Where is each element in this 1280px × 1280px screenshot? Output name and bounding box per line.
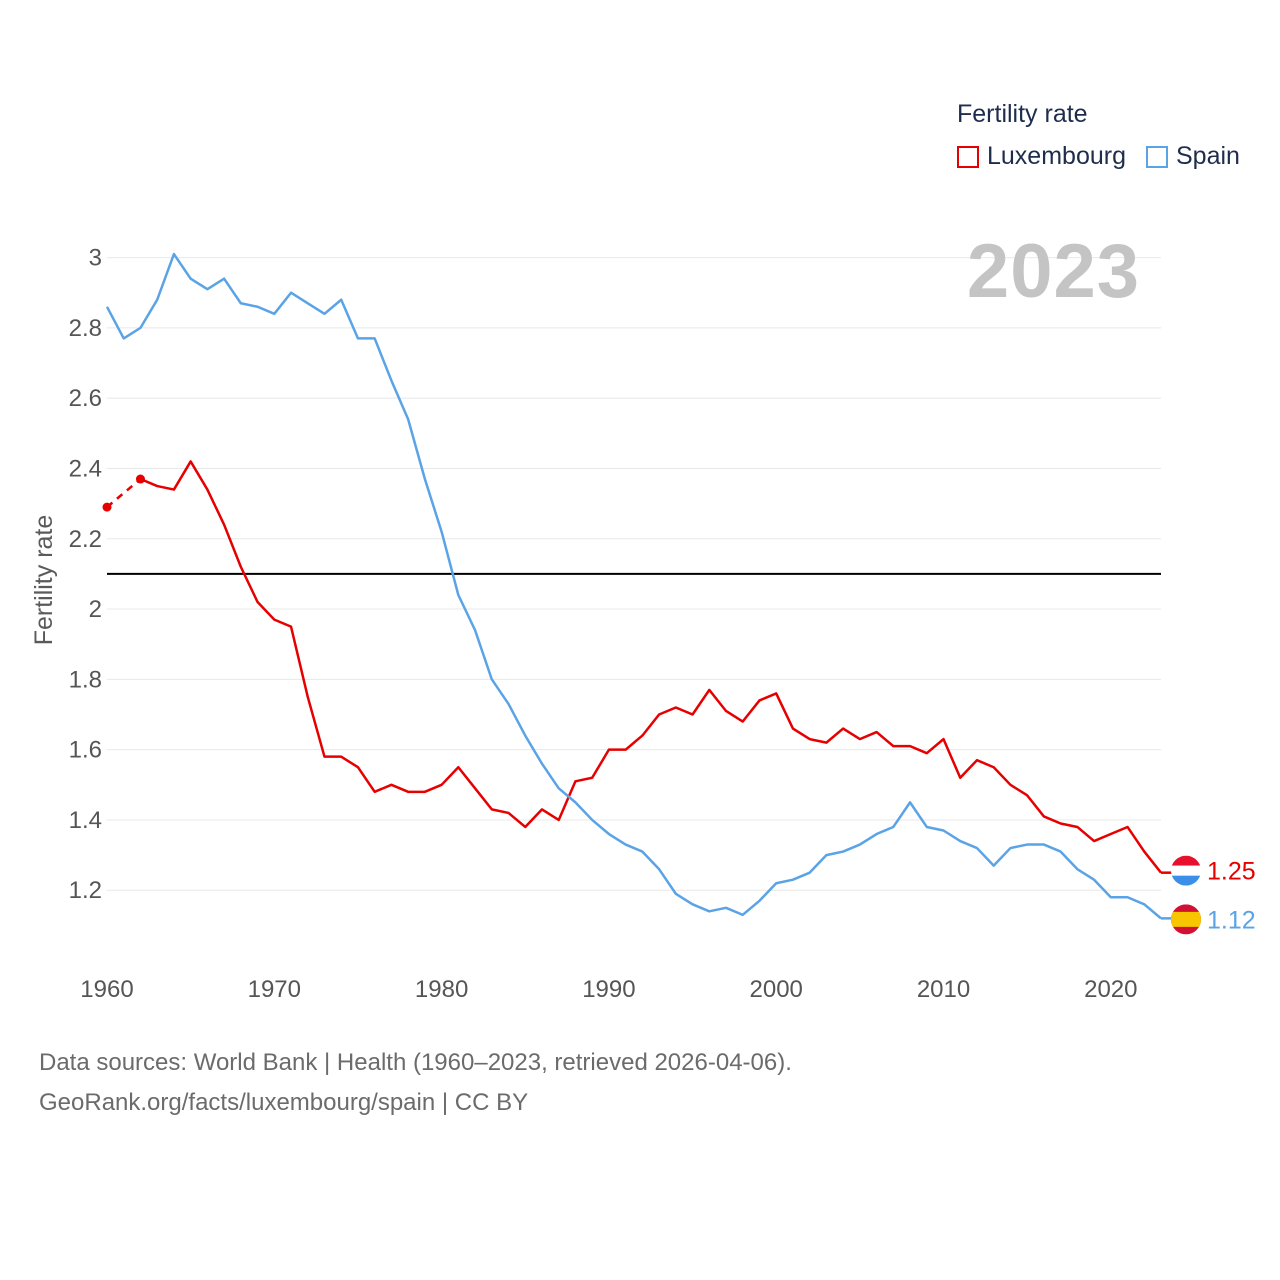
legend-item-luxembourg[interactable]: Luxembourg — [957, 142, 1126, 171]
x-tick-label: 2000 — [750, 976, 803, 1003]
y-tick-label: 2 — [89, 596, 102, 623]
source-line-1: Data sources: World Bank | Health (1960–… — [39, 1049, 792, 1076]
end-value-label: 1.12 — [1207, 906, 1256, 934]
x-axis-ticks: 1960 1970 1980 1990 2000 2010 2020 — [80, 976, 1137, 1003]
y-tick-label: 1.2 — [69, 877, 102, 904]
legend-item-spain[interactable]: Spain — [1145, 142, 1240, 171]
gridlines — [107, 257, 1161, 891]
legend-label-luxembourg: Luxembourg — [987, 142, 1126, 170]
end-value-label: 1.25 — [1207, 858, 1256, 886]
spain-flag-icon — [1171, 904, 1201, 935]
y-tick-label: 1.4 — [69, 807, 102, 834]
y-tick-label: 1.6 — [69, 737, 102, 764]
y-tick-label: 2.2 — [69, 526, 102, 553]
y-tick-label: 3 — [89, 245, 102, 272]
legend-swatch-spain — [1145, 145, 1168, 168]
y-axis-label: Fertility rate — [30, 515, 58, 646]
source-line-2[interactable]: GeoRank.org/facts/luxembourg/spain | CC … — [39, 1089, 529, 1116]
x-tick-label: 1990 — [582, 976, 635, 1003]
series-lines — [102, 252, 1162, 920]
series-line-spain[interactable] — [105, 252, 1162, 920]
x-tick-label: 1970 — [248, 976, 301, 1003]
x-tick-label: 2010 — [917, 976, 970, 1003]
y-tick-label: 2.8 — [69, 315, 102, 342]
end-labels: 1.25 1.12 — [1161, 855, 1256, 935]
data-point-luxembourg[interactable] — [102, 502, 112, 512]
legend-label-spain: Spain — [1175, 142, 1240, 170]
legend-swatch-luxembourg — [957, 145, 979, 168]
x-tick-label: 1960 — [80, 976, 133, 1003]
x-tick-label: 2020 — [1084, 976, 1137, 1003]
current-year-label: 2023 — [966, 229, 1140, 314]
series-line-luxembourg[interactable] — [139, 460, 1162, 874]
source-note: Data sources: World Bank | Health (1960–… — [39, 1043, 792, 1123]
y-tick-label: 2.4 — [69, 455, 102, 482]
luxembourg-flag-icon — [1171, 855, 1201, 886]
y-axis-ticks: 1.2 1.4 1.6 1.8 2 2.2 2.4 2.6 2.8 3 — [69, 245, 102, 905]
series-line-luxembourg-estimated — [106, 478, 142, 509]
x-tick-label: 1980 — [415, 976, 468, 1003]
legend-title: Fertility rate — [957, 100, 1088, 128]
y-tick-label: 1.8 — [69, 666, 102, 693]
y-tick-label: 2.6 — [69, 385, 102, 412]
legend: Luxembourg Spain — [957, 142, 1260, 171]
